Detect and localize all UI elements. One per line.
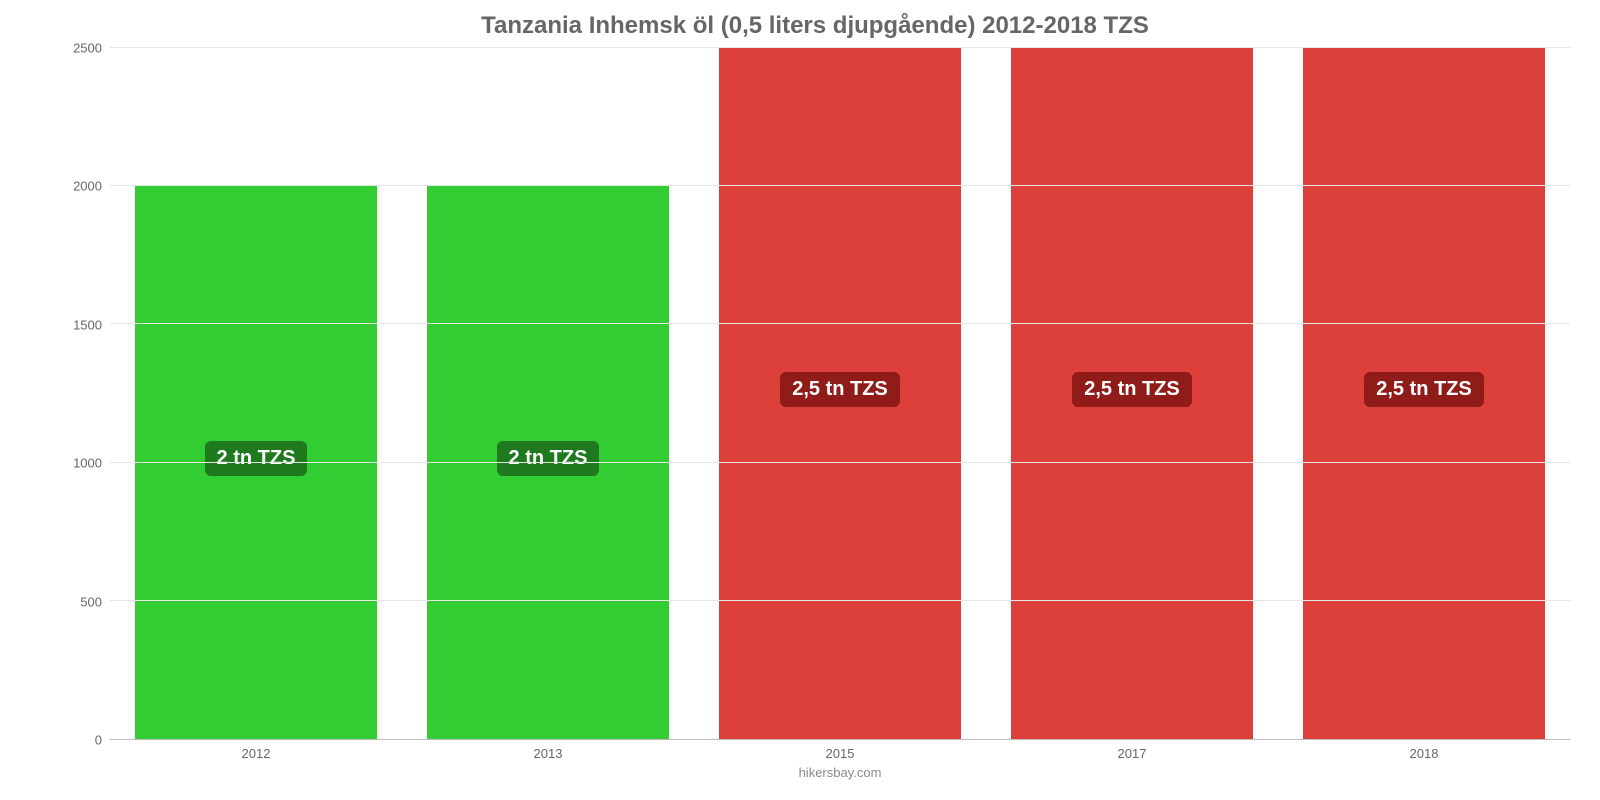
x-tick: 2013 [402, 746, 694, 761]
grid-line [110, 600, 1570, 601]
y-tick: 1000 [73, 456, 102, 471]
bar-slot: 2,5 tn TZS [986, 48, 1278, 739]
y-tick: 1500 [73, 317, 102, 332]
grid-line [110, 462, 1570, 463]
y-tick: 0 [95, 733, 102, 748]
bar: 2,5 tn TZS [1011, 48, 1253, 739]
plot-area: 05001000150020002500 2 tn TZS2 tn TZS2,5… [60, 48, 1570, 740]
grid-line [110, 323, 1570, 324]
bar: 2,5 tn TZS [719, 48, 961, 739]
bar-data-label: 2,5 tn TZS [1364, 372, 1484, 407]
source-label: hikersbay.com [60, 765, 1570, 780]
x-tick: 2015 [694, 746, 986, 761]
bar-slot: 2 tn TZS [110, 48, 402, 739]
bar-data-label: 2,5 tn TZS [780, 372, 900, 407]
x-tick: 2018 [1278, 746, 1570, 761]
bars-row: 2 tn TZS 2 tn TZS 2,5 tn TZS 2,5 tn TZS 2,5 … [110, 48, 1570, 739]
x-tick: 2012 [110, 746, 402, 761]
x-axis: 20122013201520172018 [60, 746, 1570, 761]
chart-container: Tanzania Inhemsk öl (0,5 liters djupgåen… [0, 0, 1600, 800]
bar-slot: 2,5 tn TZS [1278, 48, 1570, 739]
grid-line [110, 47, 1570, 48]
grid-line [110, 185, 1570, 186]
bar-data-label: 2 tn TZS [205, 441, 308, 476]
y-tick: 2000 [73, 179, 102, 194]
bar-data-label: 2 tn TZS [497, 441, 600, 476]
bar-slot: 2,5 tn TZS [694, 48, 986, 739]
y-tick: 2500 [73, 41, 102, 56]
y-tick: 500 [80, 594, 102, 609]
grid-area: 2 tn TZS 2 tn TZS 2,5 tn TZS 2,5 tn TZS 2,5 … [110, 48, 1570, 740]
bar-slot: 2 tn TZS [402, 48, 694, 739]
chart-title: Tanzania Inhemsk öl (0,5 liters djupgåen… [60, 8, 1570, 48]
bar: 2,5 tn TZS [1303, 48, 1545, 739]
bar-data-label: 2,5 tn TZS [1072, 372, 1192, 407]
y-axis: 05001000150020002500 [60, 48, 110, 740]
x-tick: 2017 [986, 746, 1278, 761]
